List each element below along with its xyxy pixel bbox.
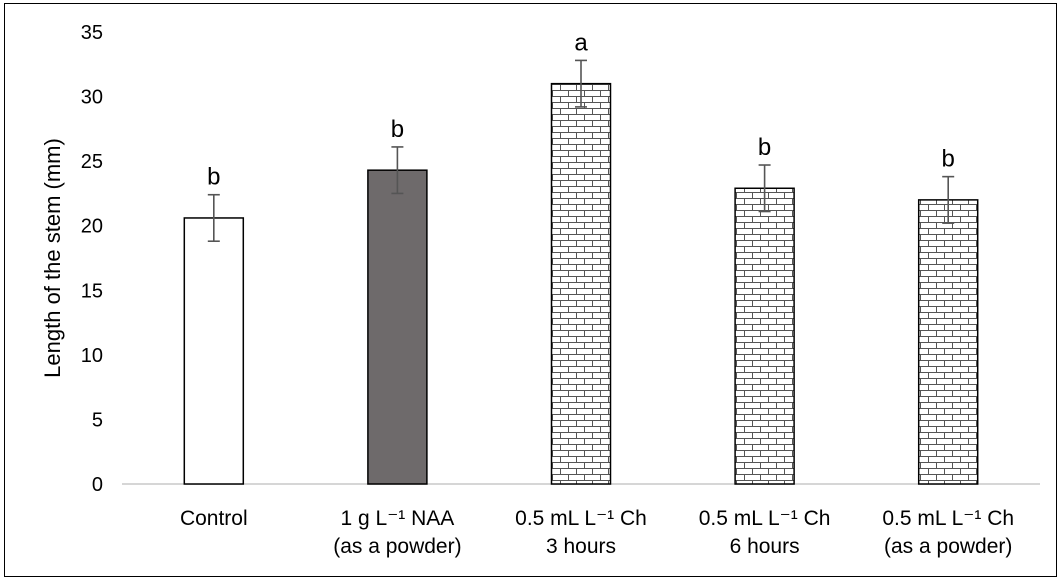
- significance-label: a: [574, 29, 588, 56]
- bars: [183, 59, 979, 485]
- y-tick-label: 30: [81, 87, 103, 109]
- category-label: Control: [180, 507, 248, 530]
- significance-label: b: [758, 134, 771, 161]
- y-tick-label: 0: [92, 474, 103, 496]
- bar: [183, 217, 245, 485]
- axes: 0 5 10 15 20 25 30 35: [81, 22, 1040, 496]
- significance-label: b: [391, 116, 404, 143]
- chart-frame: [4, 3, 1057, 577]
- y-tick-label: 10: [81, 345, 103, 367]
- bar: [734, 187, 795, 485]
- category-label: 0.5 mL L⁻¹ Ch (as a powder): [882, 507, 1014, 558]
- y-tick-label: 5: [92, 409, 103, 431]
- category-label: 0.5 mL L⁻¹ Ch 6 hours: [699, 507, 831, 558]
- y-tick-label: 20: [81, 216, 103, 238]
- bar: [550, 82, 612, 485]
- category-label: 1 g L⁻¹ NAA (as a powder): [333, 507, 461, 558]
- y-axis-label: Length of the stem (mm): [40, 138, 65, 378]
- bar: [917, 199, 979, 485]
- y-tick-label: 25: [81, 151, 103, 173]
- y-tick-label: 15: [81, 280, 103, 302]
- significance-label: b: [207, 164, 220, 191]
- labels: Length of the stem (mm) b Control b 1 g L⁻¹ …: [40, 29, 1014, 558]
- significance-label: b: [942, 146, 955, 173]
- bar: [367, 169, 428, 485]
- category-label: 0.5 mL L⁻¹ Ch 3 hours: [515, 507, 647, 558]
- y-tick-label: 35: [81, 22, 103, 44]
